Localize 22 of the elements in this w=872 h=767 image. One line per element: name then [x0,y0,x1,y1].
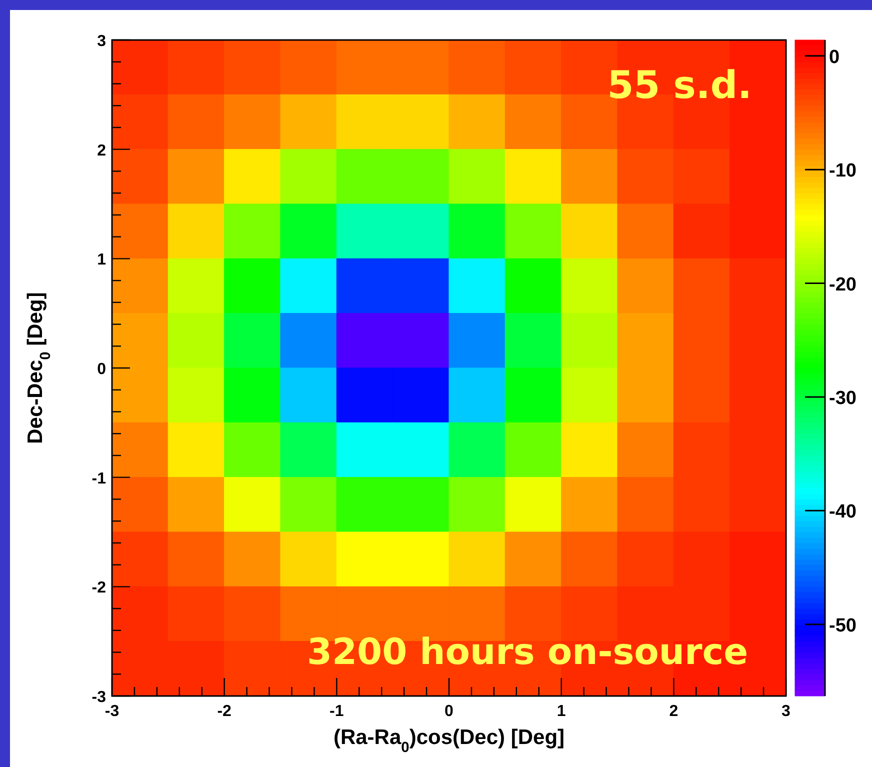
x-tick-label: 0 [444,703,454,720]
y-tick-label: 0 [97,361,106,378]
color-bar-label: -20 [829,274,856,296]
x-tick-label: -1 [330,703,344,720]
color-bar-label: -30 [829,388,856,409]
annotation: 55 s.d. [607,63,752,107]
y-tick-label: 1 [97,252,106,269]
x-axis-title: (Ra-Ra$_{0}$)cos(Dec) [Deg] [333,726,565,756]
y-tick-label: -1 [92,470,106,488]
annotation: 3200 hours on-source [306,632,748,673]
y-tick-label: 2 [97,142,106,160]
x-tick-label: 1 [556,703,566,720]
y-tick-label: 3 [97,33,106,50]
color-bar-label: -50 [829,615,856,636]
x-tick-label: 2 [669,703,678,720]
x-tick-label: -2 [217,703,232,720]
color-bar-label: -10 [829,160,856,182]
color-bar-label: -40 [829,502,856,523]
x-tick-label: 3 [782,703,791,720]
color-bar-label: 0 [829,46,840,68]
y-tick-label: -2 [92,580,106,597]
y-tick-label: -3 [92,689,106,706]
